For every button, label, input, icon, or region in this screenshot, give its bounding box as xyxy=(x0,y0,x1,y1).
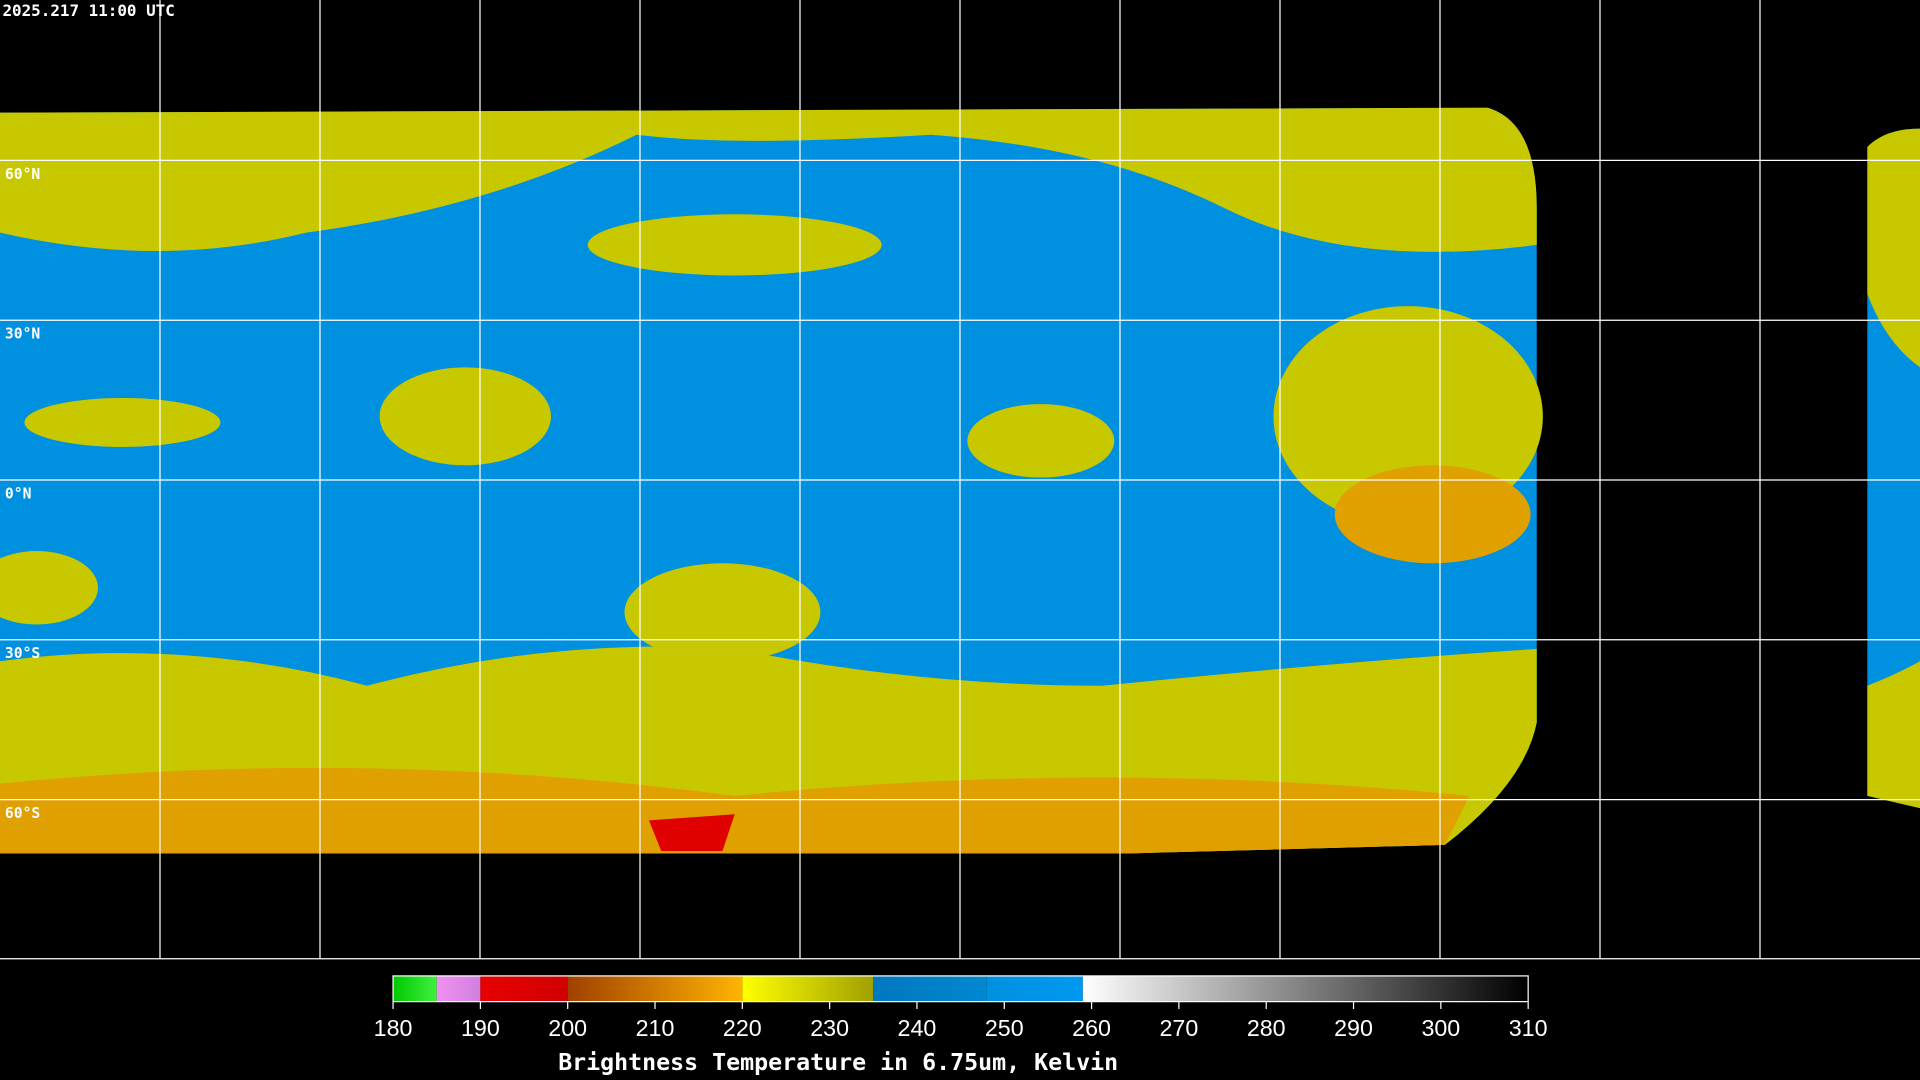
colorbar-segment xyxy=(873,975,987,1002)
latitude-label: 30°S xyxy=(5,645,40,662)
colorbar-segment xyxy=(436,975,481,1002)
colorbar-segment xyxy=(742,975,874,1002)
colorbar-tick-label: 240 xyxy=(898,1015,937,1041)
cloud xyxy=(1334,465,1531,564)
cloud xyxy=(379,367,552,466)
colorbar-tick-label: 280 xyxy=(1247,1015,1286,1041)
colorbar-frame xyxy=(392,975,1529,1003)
colorbar-segment xyxy=(986,975,1083,1002)
colorbar-tick-label: 290 xyxy=(1334,1015,1373,1041)
colorbar-tick-label: 220 xyxy=(723,1015,762,1041)
colorbar-tick-label: 310 xyxy=(1509,1015,1548,1041)
north-band xyxy=(0,107,1537,252)
colorbar-tick-label: 270 xyxy=(1160,1015,1199,1041)
timestamp: 2025.217 11:00 UTC xyxy=(2,1,174,20)
colorbar-tick-label: 230 xyxy=(810,1015,849,1041)
colorbar-tick-label: 210 xyxy=(636,1015,675,1041)
graticule: 60°N 30°N 0°N 30°S 60°S xyxy=(0,0,1920,960)
cloud xyxy=(587,214,882,276)
cloud xyxy=(0,551,98,625)
colorbar-tick-label: 180 xyxy=(374,1015,413,1041)
cold-spot xyxy=(648,814,735,852)
latitude-label: 60°N xyxy=(5,166,40,183)
colorbar-tick-label: 260 xyxy=(1072,1015,1111,1041)
colorbar-segment xyxy=(480,975,568,1002)
colorbar-segment xyxy=(1082,975,1529,1002)
colorbar-segment xyxy=(393,975,437,1002)
colorbar-tick-label: 200 xyxy=(548,1015,587,1041)
latitude-label: 60°S xyxy=(5,805,40,822)
colorbar-tick-label: 300 xyxy=(1421,1015,1460,1041)
colorbar-tick-label: 250 xyxy=(985,1015,1024,1041)
colorbar: 180 190 200 210 220 230 240 250 260 270 280 290 300 3… xyxy=(374,975,1548,1076)
latitude-label: 0°N xyxy=(5,485,32,502)
colorbar-tick-label: 190 xyxy=(461,1015,500,1041)
cloud xyxy=(624,563,821,662)
colorbar-segment xyxy=(567,975,743,1002)
north-band xyxy=(1867,128,1920,368)
latitude-label: 30°N xyxy=(5,326,40,343)
south-band xyxy=(1867,661,1920,809)
cloud xyxy=(967,404,1115,478)
colorbar-title: Brightness Temperature in 6.75um, Kelvin xyxy=(558,1049,1118,1076)
cloud xyxy=(24,397,221,447)
south-cold-band xyxy=(0,767,1470,854)
